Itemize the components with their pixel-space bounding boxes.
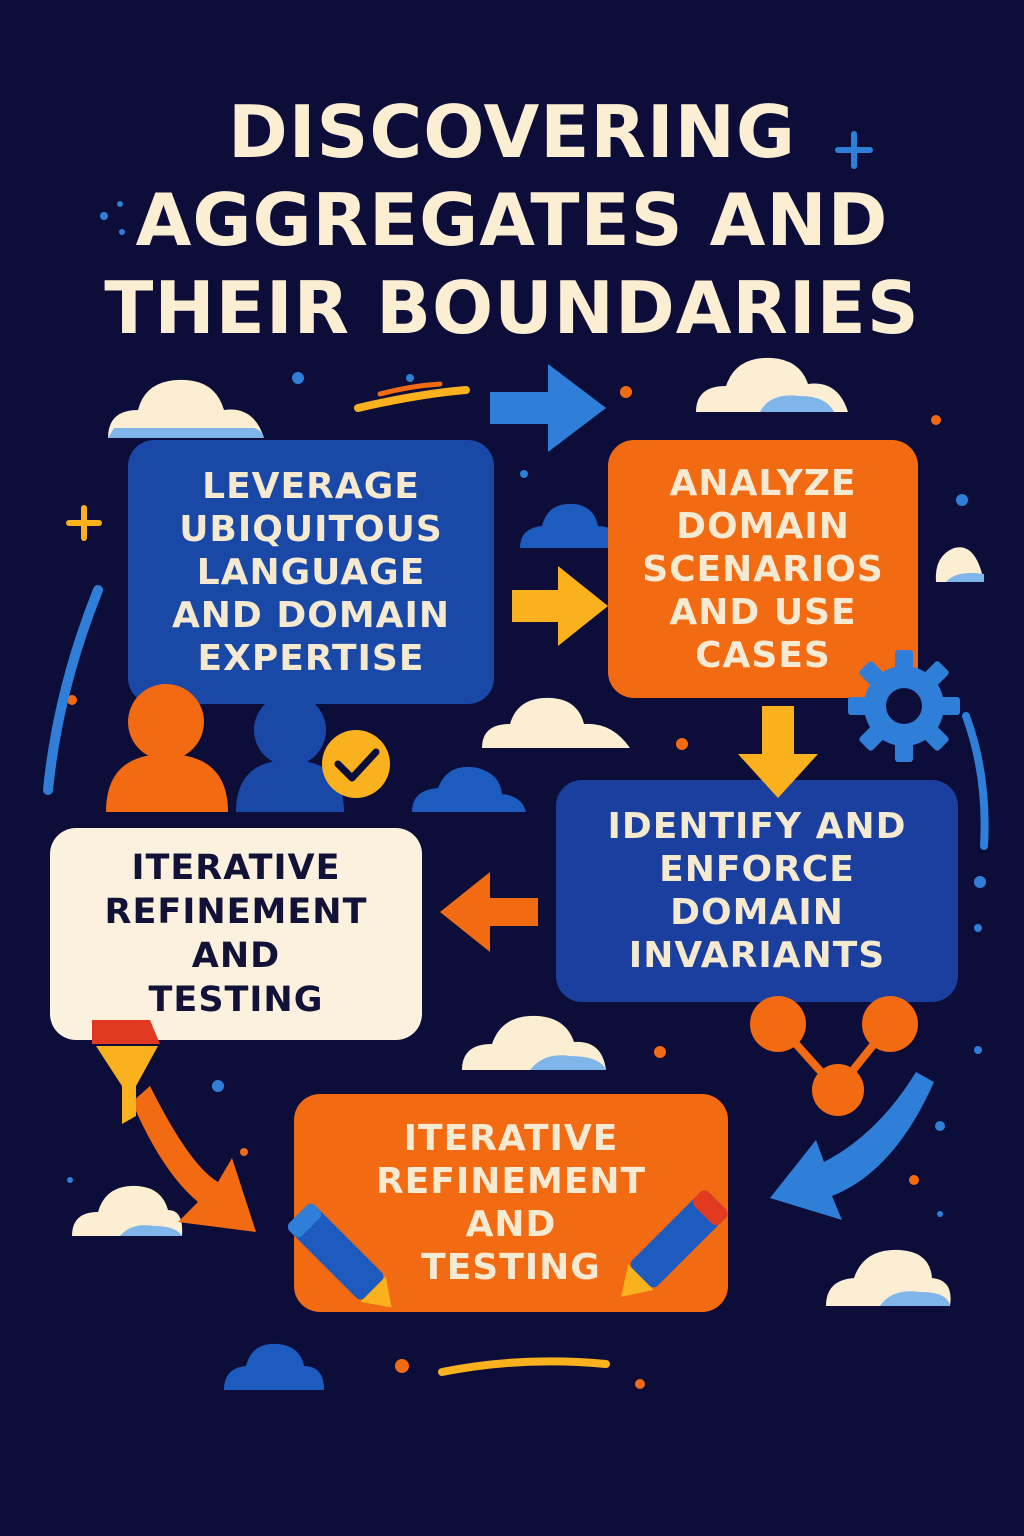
plus-icon [835, 131, 873, 169]
step-box-iterative-refinement-orange: ITERATIVE REFINEMENT AND TESTING [294, 1094, 728, 1312]
step-text-line: IDENTIFY AND [607, 806, 907, 847]
step-text-line: INVARIANTS [628, 935, 886, 976]
step-box-leverage-language: LEVERAGE UBIQUITOUS LANGUAGE AND DOMAIN … [128, 440, 494, 704]
title-line: THEIR BOUNDARIES [104, 266, 920, 350]
step-text-line: AND USE [669, 591, 857, 633]
step-text-line: REFINEMENT [104, 892, 368, 932]
step-text-line: TESTING [148, 980, 324, 1020]
gear-icon [848, 650, 960, 762]
arrow-down-right-icon [132, 1086, 256, 1232]
title-line: AGGREGATES AND [135, 178, 889, 262]
step-text-line: DOMAIN [670, 892, 844, 933]
dash-decoration [438, 1357, 610, 1376]
step-text-line: CASES [695, 634, 831, 676]
step-text-line: EXPERTISE [197, 637, 425, 679]
cloud-icon [696, 357, 848, 412]
step-text-line: LANGUAGE [196, 551, 426, 593]
cloud-icon [224, 1343, 324, 1390]
step-text-line: AND DOMAIN [171, 594, 451, 636]
people-icon [106, 684, 344, 812]
step-text-line: ITERATIVE [403, 1118, 619, 1159]
cloud-icon [412, 766, 526, 812]
dash-decoration [377, 381, 443, 397]
arrow-down-left-icon [770, 1072, 934, 1220]
funnel-icon [92, 1020, 160, 1124]
cloud-icon [520, 503, 622, 548]
step-box-identify-invariants: IDENTIFY AND ENFORCE DOMAIN INVARIANTS [556, 780, 958, 1002]
step-text-line: SCENARIOS [642, 548, 884, 590]
plus-icon [66, 505, 102, 541]
sparkle-dots [67, 386, 941, 1389]
step-text-line: TESTING [421, 1247, 601, 1288]
check-icon [322, 730, 390, 798]
step-box-3-bg [556, 780, 958, 1002]
step-text-line: AND [191, 936, 281, 976]
step-text-line: LEVERAGE [202, 465, 420, 507]
step-box-1-bg [128, 440, 494, 704]
pencil-icon [287, 1203, 392, 1308]
cloud-icon [72, 1185, 183, 1236]
step-box-4-bg [50, 828, 422, 1040]
step-box-2-bg [608, 440, 918, 698]
step-box-analyze-scenarios: ANALYZE DOMAIN SCENARIOS AND USE CASES [608, 440, 918, 698]
page-title: DISCOVERING AGGREGATES AND THEIR BOUNDAR… [0, 88, 1024, 352]
title-line: DISCOVERING [227, 90, 796, 174]
flow-arc [43, 585, 103, 795]
cloud-icon [935, 547, 984, 582]
pencil-icon [621, 1190, 728, 1297]
arrow-left-icon [440, 872, 538, 952]
cloud-icon [482, 697, 630, 748]
step-text-line: ENFORCE [659, 849, 855, 890]
arrow-right-icon [490, 364, 606, 452]
step-text-line: DOMAIN [676, 505, 850, 547]
network-icon [750, 996, 918, 1116]
cloud-icon [108, 379, 264, 438]
arrow-right-icon [512, 566, 608, 646]
step-text-line: REFINEMENT [375, 1161, 647, 1202]
dash-decoration [354, 386, 470, 412]
step-text-line: AND [465, 1204, 557, 1245]
flow-arc [962, 712, 989, 850]
cloud-icon [462, 1015, 606, 1070]
step-text-line: ANALYZE [669, 462, 857, 504]
step-box-5-bg [294, 1094, 728, 1312]
step-text-line: UBIQUITOUS [179, 508, 443, 550]
arrow-down-icon [738, 706, 818, 798]
cloud-icon [826, 1249, 951, 1306]
step-text-line: ITERATIVE [131, 848, 341, 888]
step-box-iterative-refinement-cream: ITERATIVE REFINEMENT AND TESTING [50, 828, 422, 1040]
